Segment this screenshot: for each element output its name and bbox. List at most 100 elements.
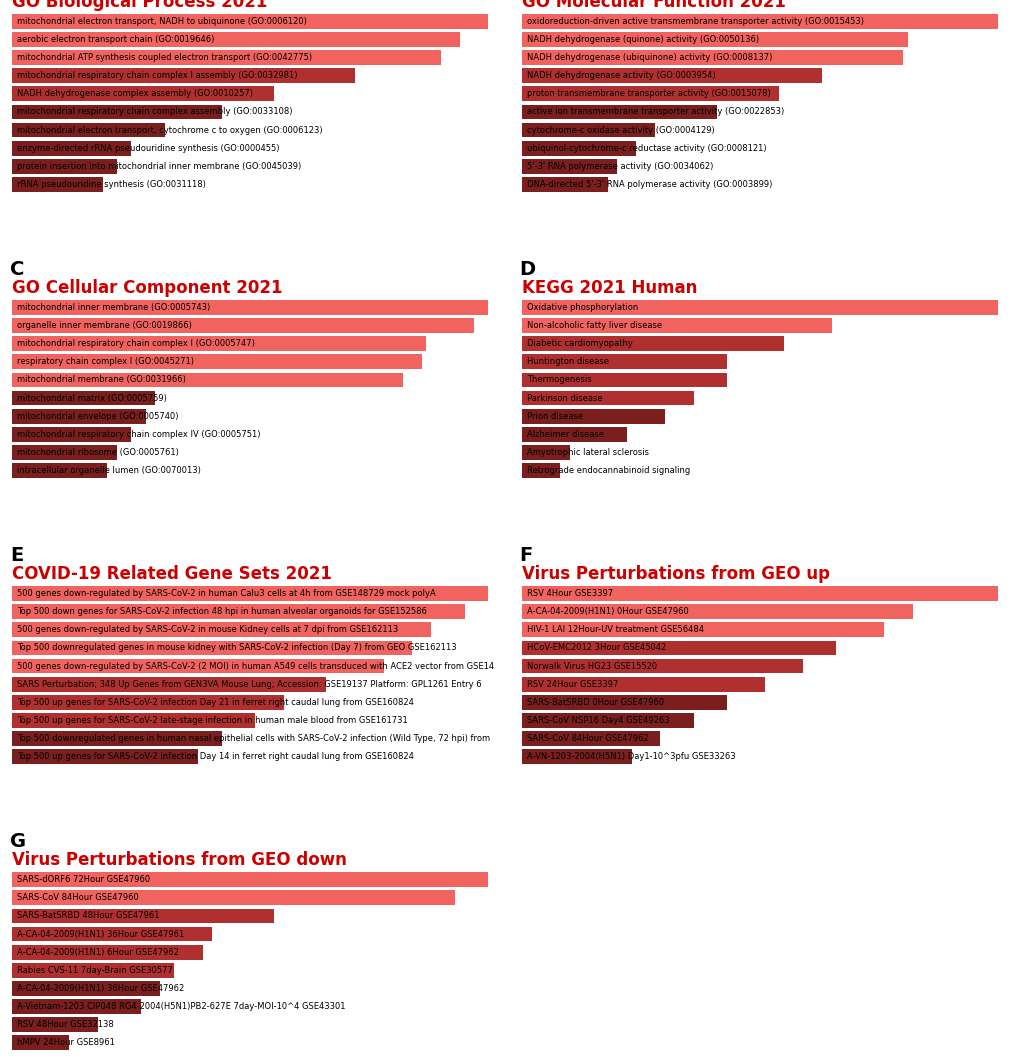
Text: mitochondrial ribosome (GO:0005761): mitochondrial ribosome (GO:0005761)	[17, 448, 178, 457]
Text: SARS-BatSRBD 0Hour GSE47960: SARS-BatSRBD 0Hour GSE47960	[527, 698, 663, 706]
Bar	[12, 391, 155, 406]
Bar	[522, 445, 570, 460]
Bar	[522, 427, 627, 442]
Text: KEGG 2021 Human: KEGG 2021 Human	[522, 278, 697, 296]
Bar	[12, 463, 107, 478]
Text: proton transmembrane transporter activity (GO:0015078): proton transmembrane transporter activit…	[527, 89, 770, 99]
Text: Virus Perturbations from GEO down: Virus Perturbations from GEO down	[12, 851, 346, 869]
Text: NADH dehydrogenase activity (GO:0003954): NADH dehydrogenase activity (GO:0003954)	[527, 71, 714, 81]
Text: Oxidative phosphorylation: Oxidative phosphorylation	[527, 303, 638, 312]
Bar	[12, 177, 103, 192]
Text: A-CA-04-2009(H1N1) 36Hour GSE47961: A-CA-04-2009(H1N1) 36Hour GSE47961	[17, 929, 184, 939]
Text: Top 500 up genes for SARS-CoV-2 infection Day 21 in ferret right caudal lung fro: Top 500 up genes for SARS-CoV-2 infectio…	[17, 698, 414, 706]
Bar	[522, 463, 559, 478]
Text: SARS Perturbation; 348 Up Genes from GEN3VA Mouse Lung; Accession: GSE19137 Plat: SARS Perturbation; 348 Up Genes from GEN…	[17, 680, 481, 688]
Text: Thermogenesis: Thermogenesis	[527, 376, 591, 384]
Text: Retrograde endocannabinoid signaling: Retrograde endocannabinoid signaling	[527, 466, 690, 475]
Text: D: D	[520, 260, 535, 279]
Bar	[12, 586, 488, 601]
Text: GO Cellular Component 2021: GO Cellular Component 2021	[12, 278, 282, 296]
Bar	[12, 427, 131, 442]
Text: 500 genes down-regulated by SARS-CoV-2 (2 MOI) in human A549 cells transduced wi: 500 genes down-regulated by SARS-CoV-2 (…	[17, 662, 493, 670]
Bar	[522, 104, 716, 119]
Text: A-CA-04-2009(H1N1) 6Hour GSE47962: A-CA-04-2009(H1N1) 6Hour GSE47962	[17, 947, 178, 957]
Bar	[522, 122, 655, 137]
Text: 500 genes down-regulated by SARS-CoV-2 in human Calu3 cells at 4h from GSE148729: 500 genes down-regulated by SARS-CoV-2 i…	[17, 589, 435, 598]
Text: oxidoreduction-driven active transmembrane transporter activity (GO:0015453): oxidoreduction-driven active transmembra…	[527, 17, 863, 25]
Bar	[12, 640, 412, 655]
Text: mitochondrial respiratory chain complex I (GO:0005747): mitochondrial respiratory chain complex …	[17, 339, 255, 348]
Bar	[12, 963, 174, 978]
Text: Top 500 downregulated genes in mouse kidney with SARS-CoV-2 infection (Day 7) fr: Top 500 downregulated genes in mouse kid…	[17, 644, 457, 652]
Bar	[12, 1017, 98, 1032]
Text: Alzheimer disease: Alzheimer disease	[527, 430, 603, 439]
Text: Virus Perturbations from GEO up: Virus Perturbations from GEO up	[522, 565, 829, 583]
Bar	[12, 622, 431, 637]
Text: hMPV 24Hour GSE8961: hMPV 24Hour GSE8961	[17, 1039, 115, 1047]
Bar	[12, 409, 146, 424]
Text: Rabies CVS-11 7day-Brain GSE30577: Rabies CVS-11 7day-Brain GSE30577	[17, 965, 172, 975]
Text: GO Biological Process 2021: GO Biological Process 2021	[12, 0, 267, 11]
Bar	[522, 391, 693, 406]
Text: enzyme-directed rRNA pseudouridine synthesis (GO:0000455): enzyme-directed rRNA pseudouridine synth…	[17, 143, 279, 153]
Bar	[12, 999, 141, 1014]
Bar	[522, 731, 659, 746]
Bar	[12, 68, 355, 83]
Text: HIV-1 LAI 12Hour-UV treatment GSE56484: HIV-1 LAI 12Hour-UV treatment GSE56484	[527, 626, 703, 634]
Text: mitochondrial respiratory chain complex I assembly (GO:0032981): mitochondrial respiratory chain complex …	[17, 71, 298, 81]
Bar	[12, 604, 464, 619]
Bar	[522, 14, 998, 29]
Text: Non-alcoholic fatty liver disease: Non-alcoholic fatty liver disease	[527, 321, 661, 330]
Bar	[522, 586, 998, 601]
Bar	[522, 713, 693, 727]
Bar	[522, 68, 821, 83]
Bar	[12, 355, 421, 370]
Bar	[522, 749, 631, 764]
Text: Parkinson disease: Parkinson disease	[527, 394, 602, 402]
Bar	[522, 640, 836, 655]
Bar	[522, 50, 902, 65]
Text: A-CA-04-2009(H1N1) 36Hour GSE47962: A-CA-04-2009(H1N1) 36Hour GSE47962	[17, 983, 184, 993]
Text: Prion disease: Prion disease	[527, 412, 583, 421]
Bar	[12, 658, 383, 673]
Bar	[522, 86, 779, 101]
Bar	[12, 695, 283, 709]
Bar	[12, 104, 221, 119]
Bar	[12, 445, 117, 460]
Bar	[522, 658, 802, 673]
Text: active ion transmembrane transporter activity (GO:0022853): active ion transmembrane transporter act…	[527, 107, 784, 117]
Text: SARS-CoV NSP16 Day4 GSE49263: SARS-CoV NSP16 Day4 GSE49263	[527, 716, 668, 725]
Text: RSV 48Hour GSE32138: RSV 48Hour GSE32138	[17, 1020, 114, 1029]
Bar	[12, 14, 488, 29]
Text: COVID-19 Related Gene Sets 2021: COVID-19 Related Gene Sets 2021	[12, 565, 332, 583]
Text: mitochondrial membrane (GO:0031966): mitochondrial membrane (GO:0031966)	[17, 376, 185, 384]
Text: Top 500 up genes for SARS-CoV-2 infection Day 14 in ferret right caudal lung fro: Top 500 up genes for SARS-CoV-2 infectio…	[17, 752, 414, 761]
Bar	[522, 177, 607, 192]
Text: Top 500 down genes for SARS-CoV-2 infection 48 hpi in human alveolar organoids f: Top 500 down genes for SARS-CoV-2 infect…	[17, 607, 427, 616]
Bar	[12, 927, 212, 942]
Text: C: C	[10, 260, 24, 279]
Text: mitochondrial respiratory chain complex assembly (GO:0033108): mitochondrial respiratory chain complex …	[17, 107, 292, 117]
Bar	[12, 890, 454, 905]
Bar	[12, 676, 326, 691]
Bar	[12, 749, 198, 764]
Text: 5'-3' RNA polymerase activity (GO:0034062): 5'-3' RNA polymerase activity (GO:003406…	[527, 161, 712, 171]
Text: HCoV-EMC2012 3Hour GSE45042: HCoV-EMC2012 3Hour GSE45042	[527, 644, 665, 652]
Text: mitochondrial electron transport, cytochrome c to oxygen (GO:0006123): mitochondrial electron transport, cytoch…	[17, 125, 322, 135]
Bar	[522, 32, 907, 47]
Bar	[12, 731, 221, 746]
Text: rRNA pseudouridine synthesis (GO:0031118): rRNA pseudouridine synthesis (GO:0031118…	[17, 179, 206, 189]
Text: respiratory chain complex I (GO:0045271): respiratory chain complex I (GO:0045271)	[17, 358, 194, 366]
Bar	[12, 319, 474, 333]
Bar	[522, 319, 830, 333]
Text: intracellular organelle lumen (GO:0070013): intracellular organelle lumen (GO:007001…	[17, 466, 201, 475]
Text: Diabetic cardiomyopathy: Diabetic cardiomyopathy	[527, 339, 632, 348]
Text: mitochondrial electron transport, NADH to ubiquinone (GO:0006120): mitochondrial electron transport, NADH t…	[17, 17, 307, 25]
Text: G: G	[10, 832, 25, 851]
Text: 500 genes down-regulated by SARS-CoV-2 in mouse Kidney cells at 7 dpi from GSE16: 500 genes down-regulated by SARS-CoV-2 i…	[17, 626, 397, 634]
Bar	[12, 141, 131, 155]
Text: Huntington disease: Huntington disease	[527, 358, 608, 366]
Text: mitochondrial envelope (GO:0005740): mitochondrial envelope (GO:0005740)	[17, 412, 178, 421]
Text: A-VN-1203-2004(H5N1) Day1-10^3pfu GSE33263: A-VN-1203-2004(H5N1) Day1-10^3pfu GSE332…	[527, 752, 735, 761]
Bar	[522, 355, 727, 370]
